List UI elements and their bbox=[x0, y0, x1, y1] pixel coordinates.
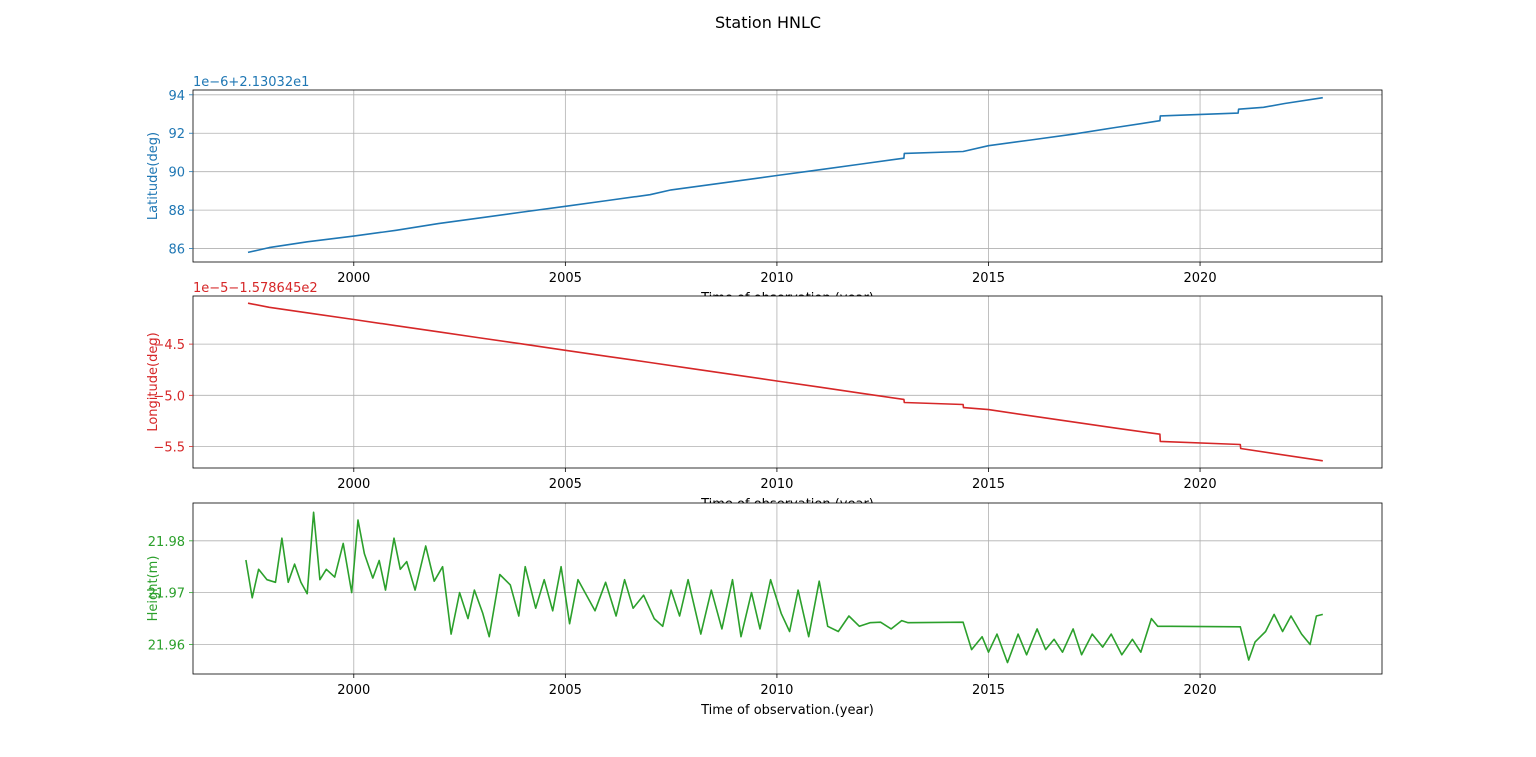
chart-panels: 2000 2005 2010 2015 2020 86 88 90 92 94 Latitude(d… bbox=[146, 75, 1383, 718]
x-tick-label: 2005 bbox=[549, 683, 582, 698]
x-tick-label: 2010 bbox=[760, 477, 793, 492]
longitude-panel: 2000 2005 2010 2015 2020 −4.5 −5.0 −5.5 Longitud… bbox=[146, 281, 1383, 512]
y-tick-label: −5.0 bbox=[153, 389, 185, 404]
panel-background bbox=[193, 503, 1382, 674]
height-series-line bbox=[245, 511, 1323, 664]
latitude-offset-label: 1e−6+2.13032e1 bbox=[193, 75, 309, 90]
x-tick-label: 2020 bbox=[1184, 477, 1217, 492]
y-tick-label: 21.98 bbox=[148, 535, 185, 550]
x-tick-label: 2005 bbox=[549, 271, 582, 286]
x-tick-label: 2010 bbox=[760, 271, 793, 286]
x-tick-label: 2020 bbox=[1184, 683, 1217, 698]
y-tick-label: 88 bbox=[168, 204, 185, 219]
y-tick-label: 92 bbox=[168, 127, 185, 142]
y-tick-label: 21.96 bbox=[148, 638, 185, 653]
height-y-axis-label: Height(m) bbox=[146, 556, 161, 622]
x-tick-label: 2010 bbox=[760, 683, 793, 698]
x-tick-label: 2000 bbox=[337, 271, 370, 286]
longitude-series-line bbox=[247, 302, 1323, 462]
latitude-panel: 2000 2005 2010 2015 2020 86 88 90 92 94 Latitude(d… bbox=[146, 75, 1383, 306]
x-tick-label: 2000 bbox=[337, 683, 370, 698]
y-tick-label: −5.5 bbox=[153, 441, 185, 456]
x-tick-label: 2015 bbox=[972, 477, 1005, 492]
y-tick-label: −4.5 bbox=[153, 338, 185, 353]
x-tick-label: 2015 bbox=[972, 271, 1005, 286]
longitude-offset-label: 1e−5−1.578645e2 bbox=[193, 281, 318, 296]
figure-title: Station HNLC bbox=[715, 13, 821, 32]
longitude-axes-frame bbox=[192, 295, 1383, 469]
x-tick-label: 2015 bbox=[972, 683, 1005, 698]
x-tick-label: 2020 bbox=[1184, 271, 1217, 286]
longitude-y-axis-label: Longitude(deg) bbox=[146, 332, 161, 431]
x-tick-label: 2000 bbox=[337, 477, 370, 492]
latitude-axes-frame bbox=[192, 89, 1383, 263]
y-tick-label: 94 bbox=[168, 89, 185, 104]
latitude-series-line bbox=[247, 96, 1323, 254]
latitude-y-axis-label: Latitude(deg) bbox=[146, 132, 161, 220]
y-tick-label: 90 bbox=[168, 166, 185, 181]
height-panel: 2000 2005 2010 2015 2020 21.96 21.97 21.98 Heigh… bbox=[146, 502, 1383, 718]
x-tick-label: 2005 bbox=[549, 477, 582, 492]
height-x-axis-label: Time of observation.(year) bbox=[700, 703, 874, 718]
y-tick-label: 21.97 bbox=[148, 587, 185, 602]
height-axes-frame bbox=[192, 502, 1383, 675]
y-tick-label: 86 bbox=[168, 243, 185, 258]
